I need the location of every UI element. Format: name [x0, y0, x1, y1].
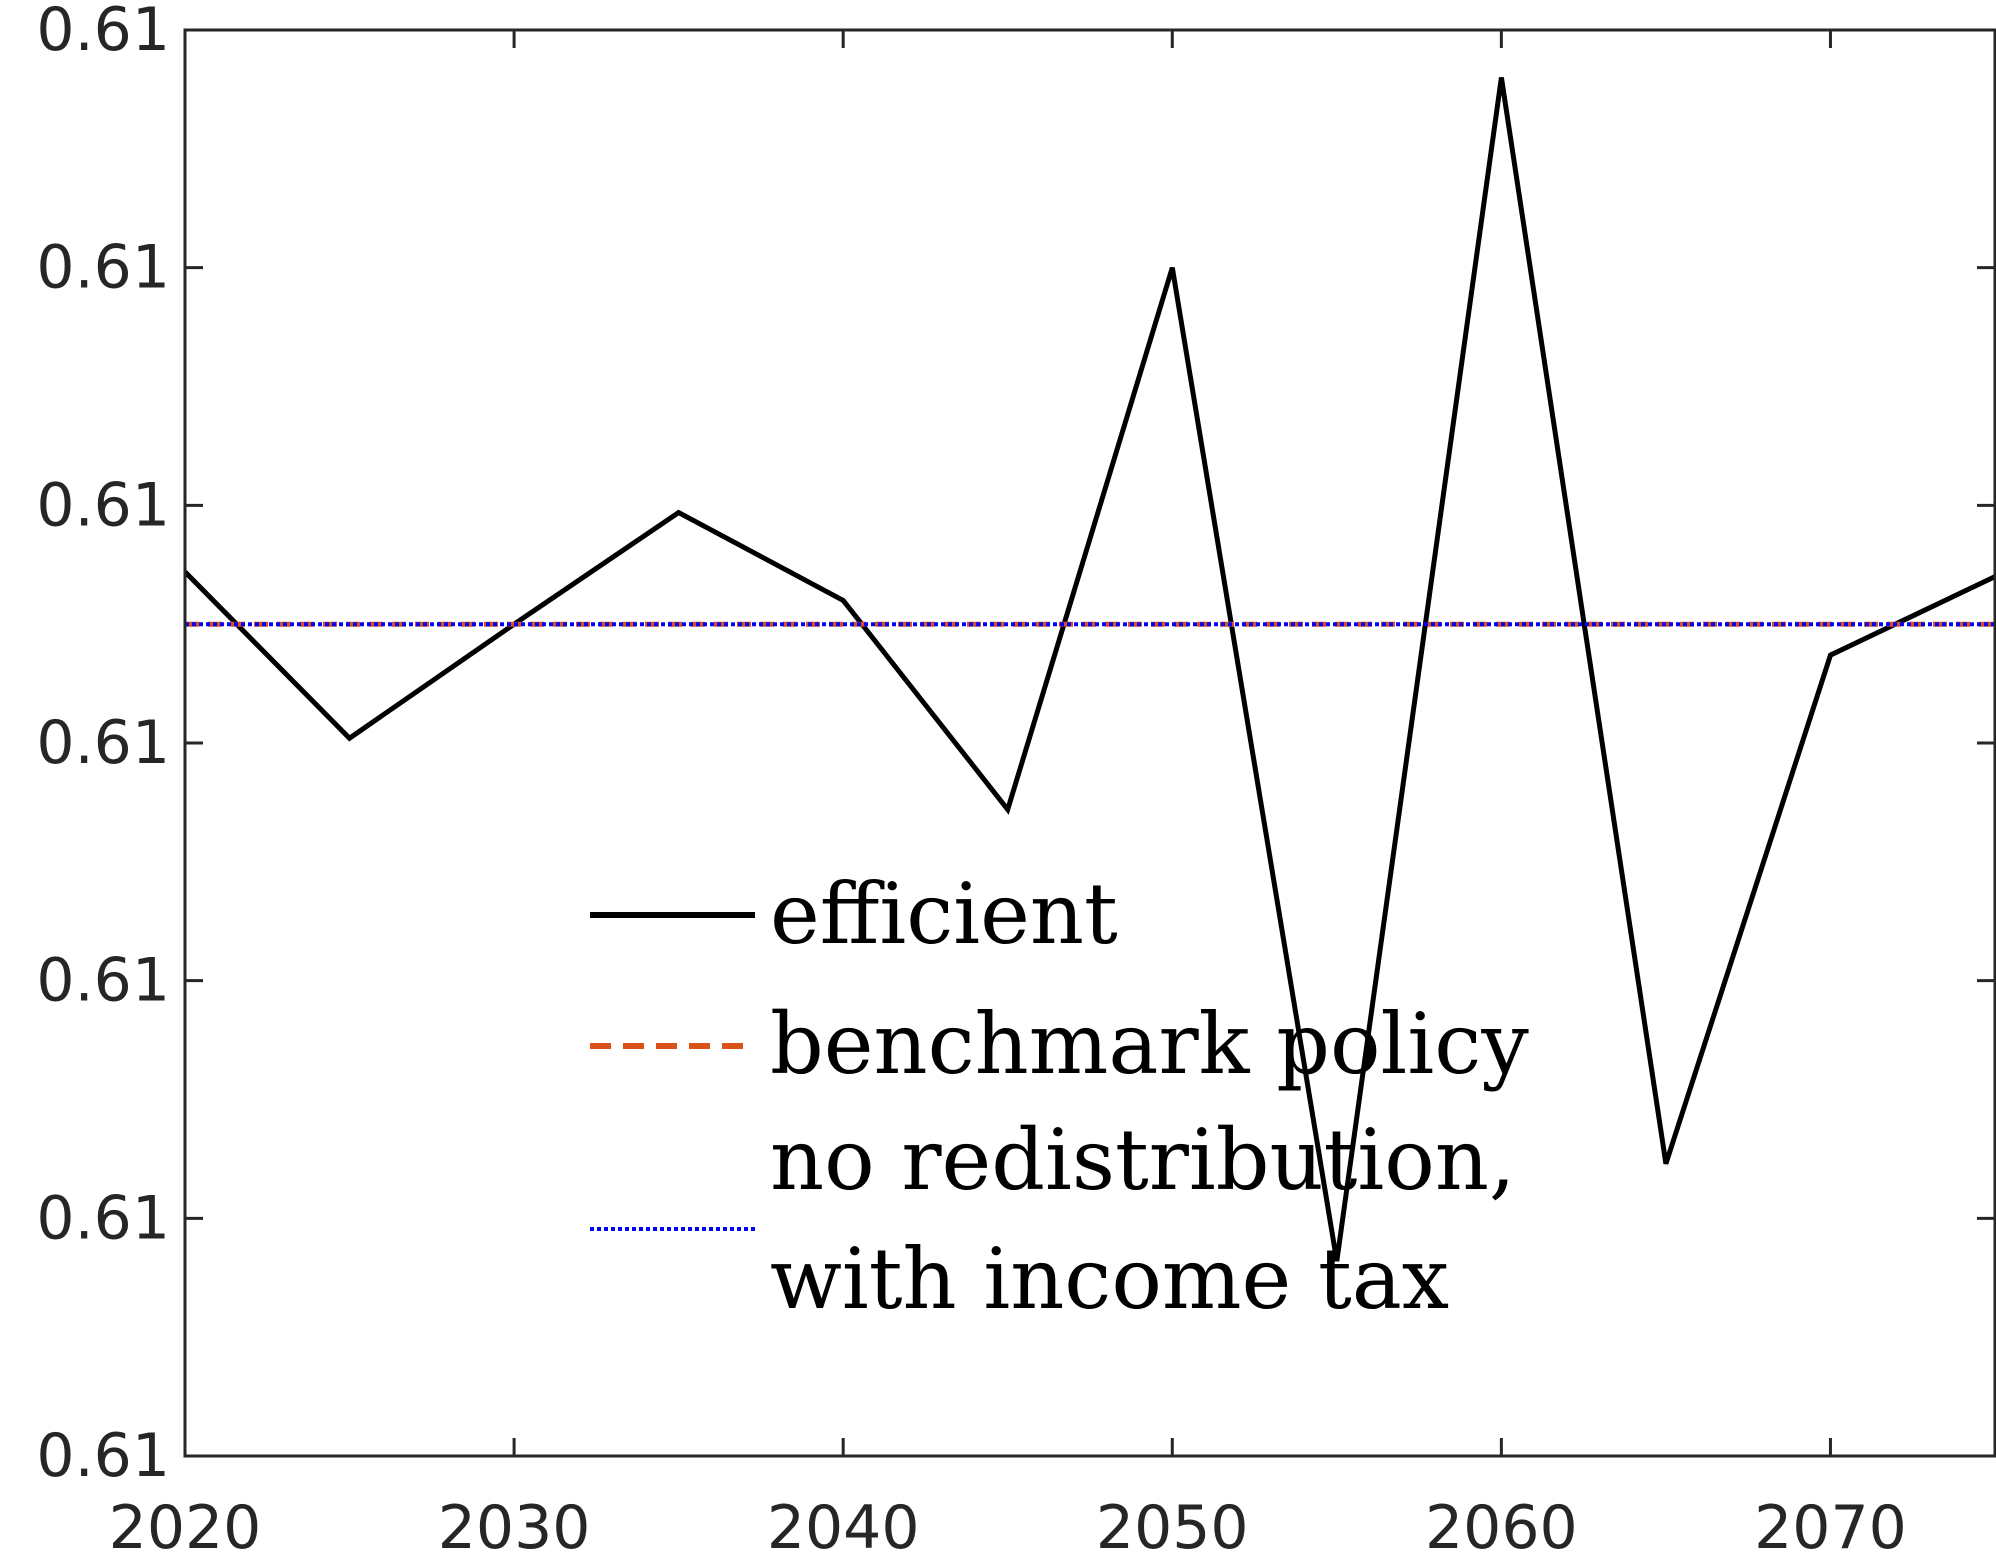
- x-tick-label: 2050: [1096, 1493, 1249, 1554]
- y-tick-label: 0.61: [36, 708, 170, 778]
- y-tick-label: 0.61: [36, 1183, 170, 1253]
- x-tick-label: 2060: [1425, 1493, 1578, 1554]
- plot-background: [185, 30, 1995, 1456]
- ticks-layer: 2020 2030 2040 2050 2060 2070 0.61 0.61 0.61 0.61…: [36, 0, 1995, 1554]
- y-tick-label: 0.61: [36, 233, 170, 303]
- legend-label-benchmark-policy: benchmark policy: [770, 995, 1529, 1093]
- y-tick-label: 0.61: [36, 946, 170, 1016]
- y-tick-label: 0.61: [36, 0, 170, 65]
- y-tick-label: 0.61: [36, 470, 170, 540]
- series-layer: [183, 77, 1996, 1262]
- legend: efficient benchmark policy no redistribu…: [590, 865, 1529, 1328]
- x-tick-label: 2070: [1754, 1493, 1907, 1554]
- x-tick-label: 2040: [767, 1493, 920, 1554]
- efficient-line: [183, 77, 1996, 1262]
- legend-label-no-redistribution-line-2: with income tax: [770, 1230, 1449, 1328]
- legend-label-no-redistribution-line-1: no redistribution,: [770, 1111, 1516, 1209]
- y-tick-label: 0.61: [36, 1421, 170, 1491]
- x-tick-label: 2030: [438, 1493, 591, 1554]
- legend-label-efficient: efficient: [770, 865, 1118, 963]
- x-tick-label: 2020: [109, 1493, 262, 1554]
